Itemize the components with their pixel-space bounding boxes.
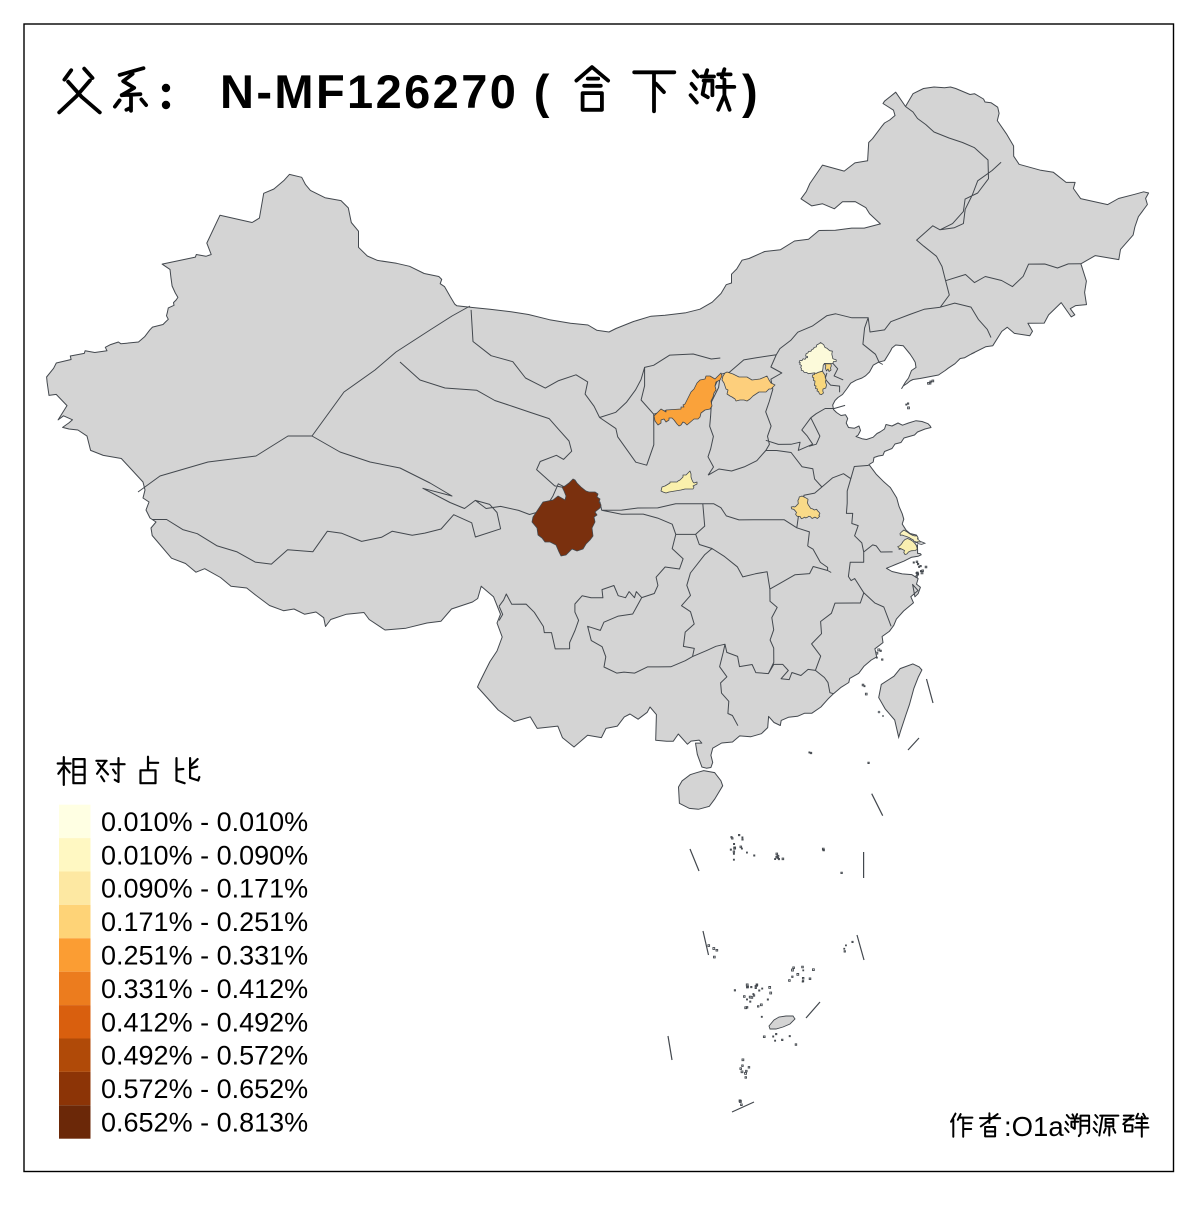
svg-text:0.331% - 0.412%: 0.331% - 0.412% (101, 974, 308, 1004)
svg-text:0.492% - 0.572%: 0.492% - 0.572% (101, 1041, 308, 1071)
svg-text:0.090% - 0.171%: 0.090% - 0.171% (101, 874, 308, 904)
svg-text:0.171% - 0.251%: 0.171% - 0.251% (101, 907, 308, 937)
svg-text:N-MF126270 (: N-MF126270 ( (220, 65, 552, 118)
svg-text:0.251% - 0.331%: 0.251% - 0.331% (101, 941, 308, 971)
svg-text:0.010% - 0.010%: 0.010% - 0.010% (101, 807, 308, 837)
svg-text:0.652% - 0.813%: 0.652% - 0.813% (101, 1108, 308, 1138)
svg-text:0.572% - 0.652%: 0.572% - 0.652% (101, 1074, 308, 1104)
svg-text::O1a: :O1a (1004, 1111, 1064, 1142)
svg-text:0.412% - 0.492%: 0.412% - 0.492% (101, 1007, 308, 1037)
svg-text:): ) (742, 65, 758, 118)
svg-text:0.010% - 0.090%: 0.010% - 0.090% (101, 840, 308, 870)
